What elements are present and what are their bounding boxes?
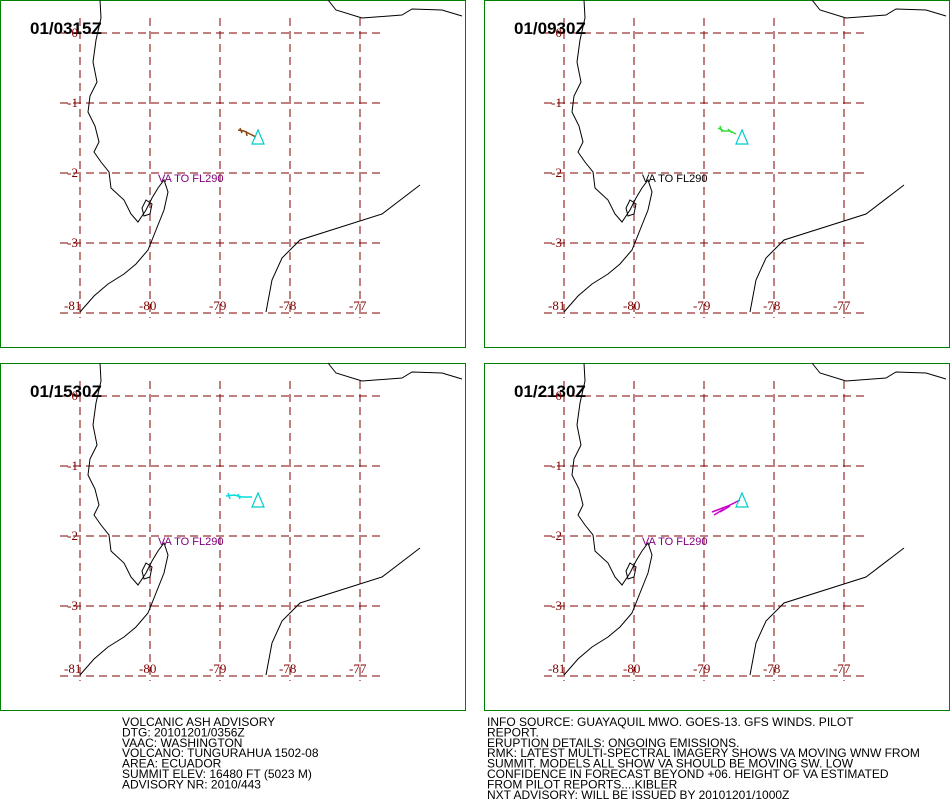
lat-label: -1 xyxy=(551,458,562,473)
advisory-line: DTG: 20101201/0356Z xyxy=(122,725,245,739)
advisory-line: SUMMIT ELEV: 16480 FT (5023 M) xyxy=(122,767,312,781)
advisory-line: SUMMIT. MODELS ALL SHOW VA SHOULD BE MOV… xyxy=(487,757,854,771)
lon-label: -79 xyxy=(209,661,226,676)
panel-time: 01/2130Z xyxy=(514,382,586,401)
lat-label: -3 xyxy=(551,598,562,613)
va-label: VA TO FL290 xyxy=(158,173,223,185)
panel-frame xyxy=(0,0,466,348)
va-label: VA TO FL290 xyxy=(642,536,707,548)
lon-label: -80 xyxy=(139,298,156,313)
lon-label: -80 xyxy=(623,661,640,676)
advisory-line: CONFIDENCE IN FORECAST BEYOND +06. HEIGH… xyxy=(487,767,889,781)
lon-label: -78 xyxy=(763,298,780,313)
map-panel: 01/1530Z VA TO FL290 0 -1 -2 -3 -81 -80 -79 -78 -7… xyxy=(0,362,466,711)
advisory-line: VAAC: WASHINGTON xyxy=(122,736,242,750)
volcano-symbol xyxy=(251,491,265,508)
lon-label: -81 xyxy=(548,661,565,676)
lon-label: -80 xyxy=(139,661,156,676)
advisory-line: ADVISORY NR: 2010/443 xyxy=(122,777,261,791)
coastline xyxy=(811,0,947,19)
coastline xyxy=(563,362,653,676)
coastline xyxy=(749,547,905,676)
coastline xyxy=(811,362,947,382)
lat-label: 0 xyxy=(556,388,563,403)
volcano-symbol xyxy=(735,128,749,145)
coastline xyxy=(79,0,169,313)
va-label: VA TO FL290 xyxy=(158,536,223,548)
panel-time: 01/1530Z xyxy=(30,382,102,401)
lat-label: 0 xyxy=(72,388,79,403)
advisory-line: VOLCANO: TUNGURAHUA 1502-08 xyxy=(122,746,319,760)
panel-time: 01/0930Z xyxy=(514,19,586,38)
volcano-symbol xyxy=(251,128,265,145)
advisory-line: RMK: LATEST MULTI-SPECTRAL IMAGERY SHOWS… xyxy=(487,746,920,760)
lon-label: -77 xyxy=(349,661,367,676)
coastline xyxy=(141,562,153,580)
lon-label: -77 xyxy=(833,298,851,313)
lat-label: -3 xyxy=(67,598,78,613)
coastline xyxy=(563,0,653,313)
lat-label: -1 xyxy=(551,95,562,110)
volcano-symbol xyxy=(735,491,749,508)
lat-label: -3 xyxy=(67,235,78,250)
lat-label: 0 xyxy=(556,25,563,40)
lon-label: -81 xyxy=(64,298,81,313)
coastline xyxy=(749,184,905,313)
lon-label: -81 xyxy=(64,661,81,676)
ash-plume xyxy=(225,492,252,500)
lon-label: -77 xyxy=(349,298,367,313)
coastline xyxy=(141,199,153,217)
coastline xyxy=(625,562,637,580)
va-label: VA TO FL290 xyxy=(642,173,707,185)
coastline xyxy=(625,199,637,217)
lat-label: -2 xyxy=(67,528,78,543)
lat-label: -2 xyxy=(551,165,562,180)
lon-label: -81 xyxy=(548,298,565,313)
lon-label: -79 xyxy=(209,298,226,313)
lat-label: -3 xyxy=(551,235,562,250)
coastline xyxy=(265,547,421,676)
lon-label: -78 xyxy=(279,661,296,676)
advisory-line: NXT ADVISORY: WILL BE ISSUED BY 20101201… xyxy=(487,788,789,802)
lon-label: -78 xyxy=(279,298,296,313)
coastline xyxy=(327,0,463,19)
coastline xyxy=(79,362,169,676)
panel-time: 01/0315Z xyxy=(30,19,102,38)
map-panel: 01/0315Z VA TO FL290 0 -1 -2 -3 -81 -80 -79 -78 -7… xyxy=(0,0,466,348)
ash-plume xyxy=(711,499,741,516)
lon-label: -80 xyxy=(623,298,640,313)
advisory-line: VOLCANIC ASH ADVISORY xyxy=(122,715,275,729)
coastline xyxy=(327,362,463,382)
lon-label: -77 xyxy=(833,661,851,676)
advisory-line: ERUPTION DETAILS: ONGOING EMISSIONS. xyxy=(487,736,739,750)
coastline xyxy=(265,184,421,313)
lat-label: -2 xyxy=(67,165,78,180)
lon-label: -78 xyxy=(763,661,780,676)
advisory-line: REPORT. xyxy=(487,725,539,739)
lat-label: -2 xyxy=(551,528,562,543)
advisory-line: AREA: ECUADOR xyxy=(122,757,222,771)
map-panel: 01/0930Z VA TO FL290 0 -1 -2 -3 -81 -80 -79 -78 -7… xyxy=(484,0,950,348)
lon-label: -79 xyxy=(693,298,710,313)
lat-label: -1 xyxy=(67,458,78,473)
advisory-line: INFO SOURCE: GUAYAQUIL MWO. GOES-13. GFS… xyxy=(487,715,854,729)
advisory-line: FROM PILOT REPORTS....KIBLER xyxy=(487,777,678,791)
panel-frame xyxy=(0,363,466,711)
lon-label: -79 xyxy=(693,661,710,676)
map-panel: 01/2130Z VA TO FL290 0 -1 -2 -3 -81 -80 -79 -78 -7… xyxy=(484,362,950,711)
ash-plume xyxy=(237,127,257,138)
lat-label: -1 xyxy=(67,95,78,110)
ash-plume xyxy=(717,125,737,135)
lat-label: 0 xyxy=(72,25,79,40)
